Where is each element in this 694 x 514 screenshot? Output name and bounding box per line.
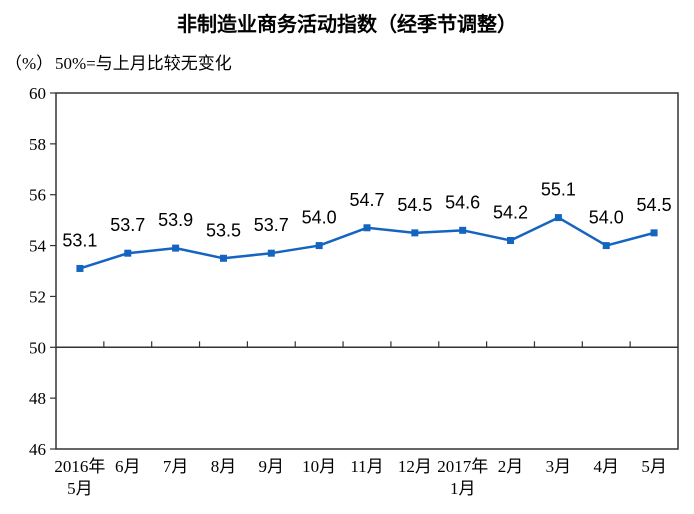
x-category-label-line: 5月 <box>641 457 667 476</box>
data-point-marker <box>124 249 132 257</box>
data-point-marker <box>267 249 275 257</box>
x-category-label: 3月 <box>546 457 572 476</box>
data-point-marker <box>459 226 467 234</box>
y-axis-unit-label: （%） <box>5 54 53 73</box>
x-category-label: 7月 <box>163 457 189 476</box>
y-tick-label: 46 <box>29 440 46 459</box>
x-category-label-line: 8月 <box>211 457 237 476</box>
data-point-label: 54.5 <box>637 195 672 215</box>
y-tick-label: 52 <box>29 287 46 306</box>
y-tick-label: 60 <box>29 84 46 103</box>
data-point-label: 54.6 <box>445 192 480 212</box>
x-category-label: 6月 <box>115 457 141 476</box>
x-category-label-line: 4月 <box>593 457 619 476</box>
data-point-marker <box>602 242 610 250</box>
x-category-label: 2017年 1月 <box>437 457 488 498</box>
y-tick-label: 58 <box>29 135 46 154</box>
data-point-label: 53.7 <box>254 215 289 235</box>
x-category-label: 4月 <box>593 457 619 476</box>
data-point-label: 54.0 <box>302 208 337 228</box>
data-point-marker <box>507 236 515 244</box>
data-point-label: 54.2 <box>493 202 528 222</box>
x-category-label: 5月 <box>641 457 667 476</box>
x-category-label-line: 11月 <box>350 457 383 476</box>
x-category-label: 8月 <box>211 457 237 476</box>
plot-border <box>55 92 679 450</box>
y-tick-label: 50 <box>29 338 46 357</box>
data-point-label: 53.1 <box>62 230 97 250</box>
x-category-label-line: 2月 <box>498 457 524 476</box>
x-category-label-line: 2017年 <box>437 457 488 476</box>
x-category-label-line: 2016年 <box>54 457 105 476</box>
x-category-label-line: 6月 <box>115 457 141 476</box>
data-point-marker <box>411 229 419 237</box>
plot-area: 46 48 50 52 54 56 58 60 53.1 53.7 53.9 53.5 53.7 54.0… <box>29 84 679 498</box>
y-tick-label: 56 <box>29 186 46 205</box>
x-category-label-line: 1月 <box>450 479 476 498</box>
x-category-label-line: 9月 <box>259 457 285 476</box>
x-category-label: 9月 <box>259 457 285 476</box>
x-category-label: 10月 <box>302 457 336 476</box>
x-category-label: 2月 <box>498 457 524 476</box>
chart-subtitle: 50%=与上月比较无变化 <box>55 54 232 73</box>
x-category-label-line: 10月 <box>302 457 336 476</box>
x-category-label-line: 12月 <box>398 457 432 476</box>
data-point-label: 54.7 <box>349 190 384 210</box>
chart-title: 非制造业商务活动指数（经季节调整） <box>177 12 517 36</box>
x-category-label: 2016年 5月 <box>54 457 105 498</box>
x-category-label-line: 5月 <box>67 479 93 498</box>
data-point-label: 55.1 <box>541 180 576 200</box>
y-tick-label: 54 <box>29 237 47 256</box>
data-point-marker <box>172 244 180 252</box>
data-point-marker <box>650 229 658 237</box>
x-category-label: 11月 <box>350 457 383 476</box>
data-point-label: 54.5 <box>397 195 432 215</box>
y-tick-label: 48 <box>29 389 46 408</box>
data-point-marker <box>554 214 562 222</box>
data-point-marker <box>315 242 323 250</box>
data-point-label: 54.0 <box>589 208 624 228</box>
data-point-label: 53.7 <box>110 215 145 235</box>
data-point-marker <box>76 264 84 272</box>
x-category-label-line: 3月 <box>546 457 572 476</box>
data-point-marker <box>363 224 371 232</box>
x-category-label: 12月 <box>398 457 432 476</box>
data-point-label: 53.5 <box>206 220 241 240</box>
x-category-label-line: 7月 <box>163 457 189 476</box>
data-point-marker <box>219 254 227 262</box>
data-point-label: 53.9 <box>158 210 193 230</box>
